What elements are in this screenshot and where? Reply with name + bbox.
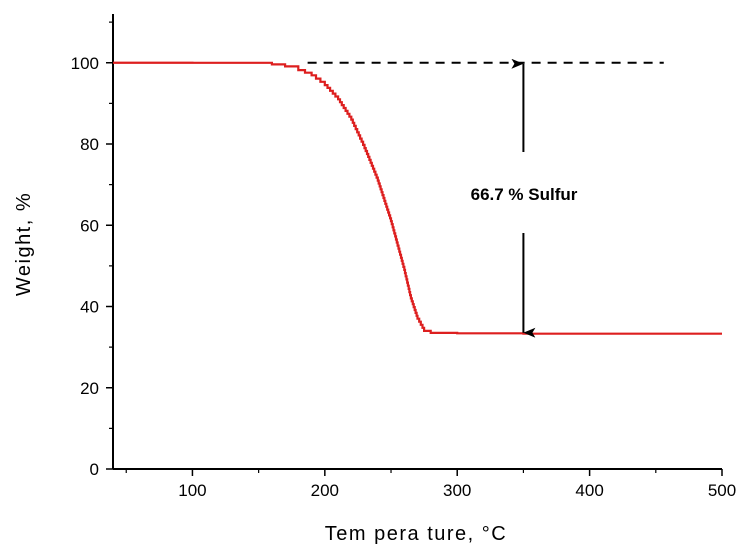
series-layer (113, 61, 722, 335)
y-tick-label: 80 (80, 135, 99, 154)
y-tick-label: 60 (80, 216, 99, 235)
y-tick-label: 20 (80, 379, 99, 398)
y-axis-label: Weight, % (13, 192, 35, 296)
x-tick-label: 400 (575, 481, 603, 500)
x-axis-label: Tem pera ture, °C (325, 523, 507, 545)
annotation-label: 66.7 % Sulfur (471, 185, 578, 204)
x-tick-label: 100 (178, 481, 206, 500)
x-tick-label: 500 (708, 481, 736, 500)
y-tick-label: 100 (71, 54, 99, 73)
axes: 0 20 40 60 80 100 100 200 300 400 500 (71, 14, 736, 500)
y-tick-label: 40 (80, 298, 99, 317)
x-tick-label: 200 (311, 481, 339, 500)
y-tick-label: 0 (90, 460, 99, 479)
annotation-layer: 66.7 % Sulfur (471, 58, 578, 338)
weight-loss-curve (113, 61, 722, 335)
x-tick-label: 300 (443, 481, 471, 500)
